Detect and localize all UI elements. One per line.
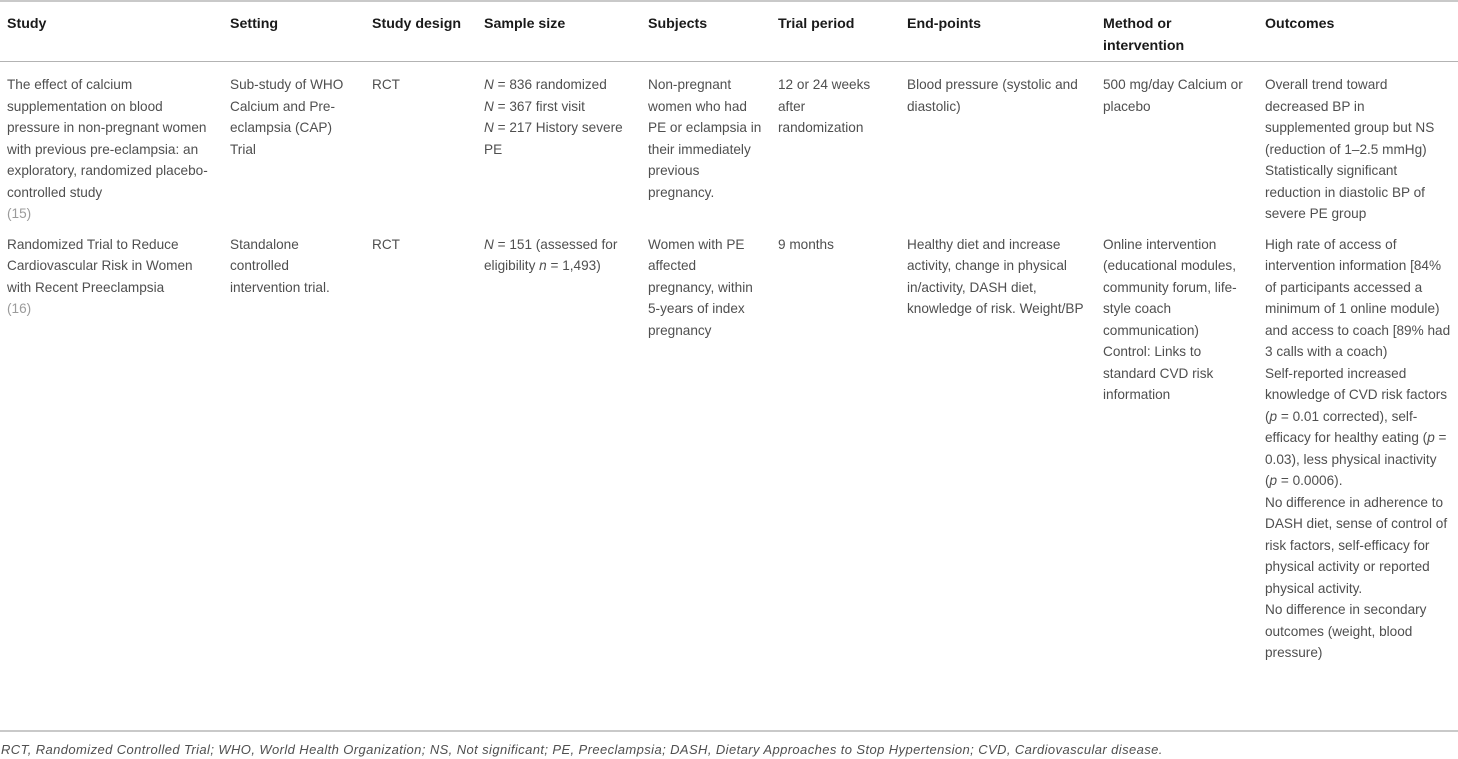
column-header-setting: Setting <box>230 16 279 32</box>
sample-size-cell: N = 151 (assessed for eligibility n = 1,… <box>484 236 618 274</box>
trial-period-cell: 9 months <box>778 236 834 252</box>
method-cell: 500 mg/day Calcium or placebo <box>1103 77 1243 114</box>
column-header-end-points: End-points <box>907 16 982 32</box>
subjects-cell: Women with PE affected pregnancy, within… <box>648 236 753 338</box>
table-bottom-rule <box>0 730 1458 732</box>
column-header-study: Study <box>7 16 47 32</box>
outcomes-cell: High rate of access of intervention info… <box>1265 236 1451 661</box>
abbreviations-footnote: RCT, Randomized Controlled Trial; WHO, W… <box>1 742 1163 757</box>
table-header-row: Study Setting Study design Sample size S… <box>0 2 1458 61</box>
column-header-study-design: Study design <box>372 16 462 32</box>
column-header-sample-size: Sample size <box>484 16 566 32</box>
setting-cell: Sub-study of WHO Calcium and Pre-eclamps… <box>230 77 344 157</box>
subjects-cell: Non-pregnant women who had PE or eclamps… <box>648 77 762 200</box>
header-divider-rule <box>0 61 1458 62</box>
column-header-outcomes: Outcomes <box>1265 16 1335 32</box>
method-cell: Online intervention (educational modules… <box>1103 236 1237 403</box>
study-design-cell: RCT <box>372 77 400 92</box>
study-title: The effect of calcium supplementation on… <box>7 77 208 200</box>
study-title: Randomized Trial to Reduce Cardiovascula… <box>7 236 193 295</box>
study-design-cell: RCT <box>372 236 400 252</box>
column-header-method: Method or intervention <box>1103 16 1185 54</box>
end-points-cell: Blood pressure (systolic and diastolic) <box>907 77 1078 114</box>
study-cell: The effect of calcium supplementation on… <box>7 74 230 225</box>
citation-link[interactable]: (15) <box>7 206 32 221</box>
column-header-trial-period: Trial period <box>778 16 855 32</box>
sample-size-cell: N = 836 randomized N = 367 first visit N =… <box>484 77 623 157</box>
table-row: The effect of calcium supplementation on… <box>0 62 1458 225</box>
outcomes-cell: Overall trend toward decreased BP in sup… <box>1265 77 1435 221</box>
citation-link[interactable]: (16) <box>7 301 32 316</box>
table-row: Randomized Trial to Reduce Cardiovascula… <box>0 225 1458 664</box>
column-header-subjects: Subjects <box>648 16 708 32</box>
study-cell: Randomized Trial to Reduce Cardiovascula… <box>7 234 230 664</box>
end-points-cell: Healthy diet and increase activity, chan… <box>907 236 1084 317</box>
table-bottom-spacer <box>0 664 1458 731</box>
setting-cell: Standalone controlled intervention trial… <box>230 236 330 295</box>
table-top-rule <box>0 0 1458 2</box>
trial-period-cell: 12 or 24 weeks after randomization <box>778 77 871 135</box>
